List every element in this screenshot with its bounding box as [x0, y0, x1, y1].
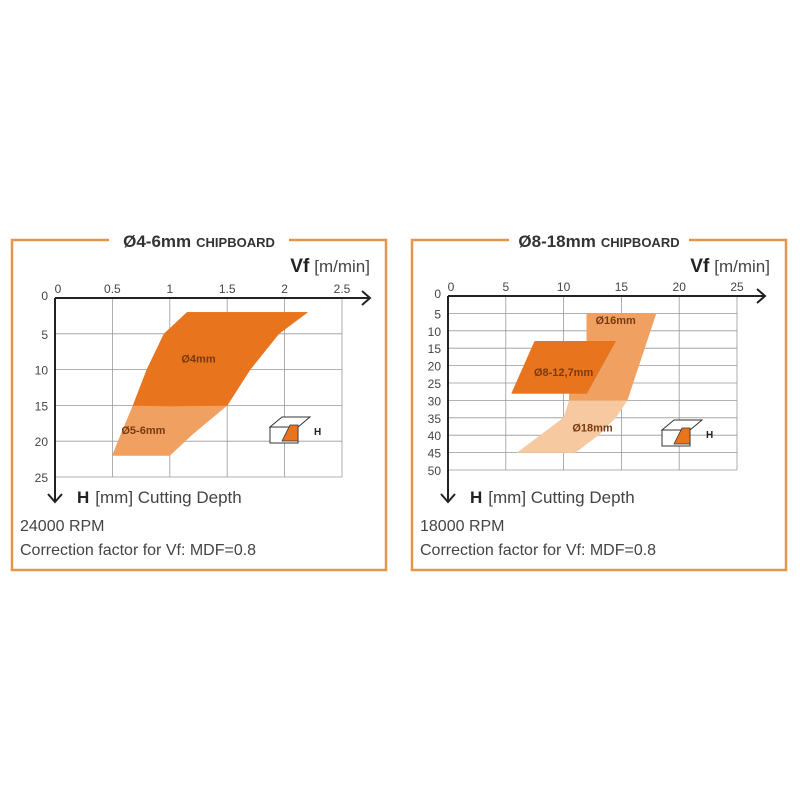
y-axis-arrow-icon: [440, 493, 456, 504]
y-tick-label: 5: [434, 307, 441, 321]
y-axis-rest: [mm] Cutting Depth: [488, 488, 634, 507]
x-tick-label: 1: [166, 282, 173, 296]
y-axis-rest: [mm] Cutting Depth: [95, 488, 241, 507]
x-tick-label: 25: [730, 280, 744, 294]
chart-note: Correction factor for Vf: MDF=0.8: [20, 542, 256, 559]
x-axis-label: Vf [m/min]: [690, 256, 770, 277]
region-label: Ø8-12,7mm: [534, 367, 594, 379]
x-tick-label: 10: [557, 280, 571, 294]
y-tick-label: 10: [35, 364, 49, 378]
y-axis-label: H [mm] Cutting Depth: [470, 488, 635, 507]
title-main: Ø4-6mm: [123, 232, 191, 251]
x-axis-arrow-icon: [361, 290, 372, 306]
y-tick-label: 45: [428, 447, 442, 461]
region-Ø8-12,7mm: [511, 340, 617, 394]
chart-title: Ø8-18mm CHIPBOARD: [518, 232, 679, 251]
y-axis-arrow-icon: [47, 493, 63, 504]
x-tick-label: 0.5: [104, 282, 121, 296]
y-axis-label: H [mm] Cutting Depth: [77, 488, 242, 507]
x-tick-label: 15: [615, 280, 629, 294]
chart-note: 18000 RPM: [420, 518, 505, 535]
y-tick-label: 20: [35, 435, 49, 449]
x-tick-label: 2: [281, 282, 288, 296]
title-background: [109, 230, 289, 250]
region-label: Ø18mm: [572, 423, 613, 435]
workpiece-icon: H: [660, 419, 713, 447]
chart-title: Ø4-6mm CHIPBOARD: [123, 232, 275, 251]
y-tick-label: 15: [35, 399, 49, 413]
x-axis-unit: [m/min]: [714, 257, 770, 276]
x-axis-arrow-icon: [756, 288, 767, 304]
y-tick-label: 35: [428, 412, 442, 426]
y-tick-label: 25: [428, 377, 442, 391]
x-axis-symbol: Vf: [290, 256, 310, 277]
region-Ø18mm: [516, 400, 628, 453]
x-tick-label: 1.5: [219, 282, 236, 296]
icon-h-label: H: [314, 427, 321, 438]
workpiece-icon: H: [268, 416, 321, 444]
y-tick-label: 10: [428, 325, 442, 339]
region-label: Ø4mm: [181, 353, 215, 365]
y-tick-label: 0: [41, 289, 48, 303]
x-axis-label: Vf [m/min]: [290, 256, 370, 277]
region-label: Ø5-6mm: [121, 425, 165, 437]
y-axis-symbol: H: [470, 488, 482, 507]
y-tick-label: 15: [428, 342, 442, 356]
y-tick-label: 5: [41, 328, 48, 342]
title-sub: CHIPBOARD: [196, 235, 275, 250]
x-tick-label: 5: [502, 280, 509, 294]
chart-note: 24000 RPM: [20, 518, 105, 535]
region-label: Ø16mm: [595, 315, 636, 327]
chart-note: Correction factor for Vf: MDF=0.8: [420, 542, 656, 559]
y-tick-label: 0: [434, 287, 441, 301]
y-tick-label: 30: [428, 394, 442, 408]
title-background: [509, 230, 689, 250]
icon-cut: [673, 427, 691, 445]
y-tick-label: 50: [428, 464, 442, 478]
x-axis-symbol: Vf: [690, 256, 710, 277]
y-tick-label: 25: [35, 471, 49, 485]
region-unlabeled: [133, 405, 228, 407]
y-axis-symbol: H: [77, 488, 89, 507]
x-tick-label: 2.5: [334, 282, 351, 296]
x-tick-label: 0: [55, 282, 62, 296]
region-Ø4mm: [132, 312, 309, 406]
x-axis-unit: [m/min]: [314, 257, 370, 276]
title-sub: CHIPBOARD: [601, 235, 680, 250]
chart-panel-1: Ø4-6mm CHIPBOARD 0 0.5 1 1.5 2 2.5 0 5 10 15 20 25 Ø4m…: [10, 230, 388, 572]
icon-cut: [281, 424, 299, 442]
x-tick-label: 20: [673, 280, 687, 294]
icon-h-label: H: [706, 430, 713, 441]
title-main: Ø8-18mm: [518, 232, 595, 251]
y-tick-label: 20: [428, 360, 442, 374]
x-tick-label: 0: [448, 280, 455, 294]
y-tick-label: 40: [428, 429, 442, 443]
